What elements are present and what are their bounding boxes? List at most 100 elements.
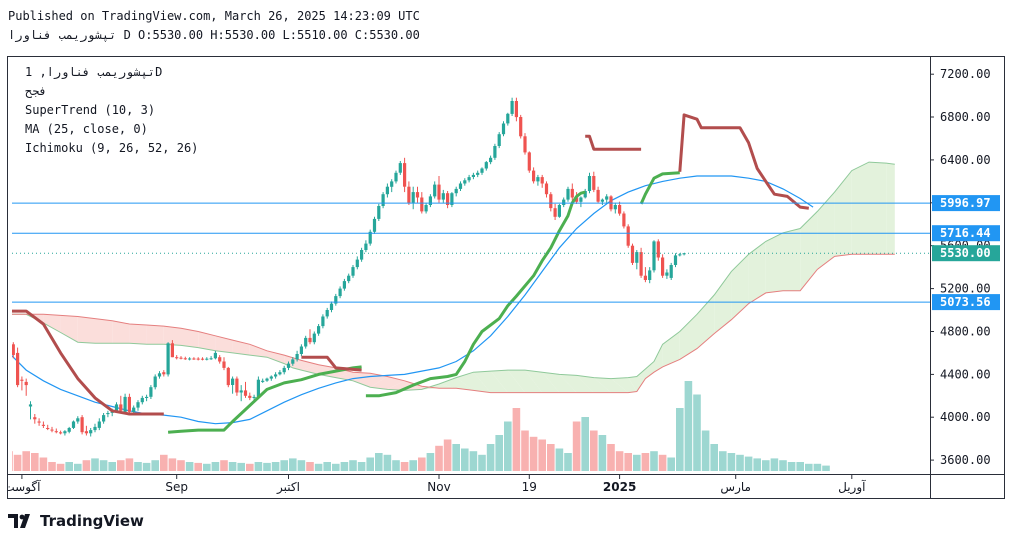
candle-body (553, 208, 557, 217)
volume-bar (787, 462, 796, 471)
ichimoku-cloud-segment (697, 295, 715, 349)
chart-frame[interactable]: 3600.004000.004400.004800.005200.005600.… (7, 56, 1005, 499)
candle-body (67, 428, 71, 432)
candle-body (334, 296, 338, 304)
volume-bar (125, 458, 134, 471)
ichimoku-cloud-segment (456, 372, 491, 393)
supertrend-up-line (167, 365, 362, 434)
candle-body (527, 152, 531, 171)
plot-area (12, 97, 895, 471)
tradingview-logo[interactable]: TradingView (8, 512, 144, 530)
candle-body (145, 396, 149, 398)
volume-bar (323, 462, 331, 471)
volume-bar (469, 451, 478, 471)
ichimoku-span-a (12, 161, 895, 391)
volume-bar (615, 451, 624, 471)
candle-body (536, 177, 540, 182)
volume-bar (349, 460, 357, 471)
candle-body (93, 426, 97, 431)
volume-bar (39, 457, 48, 471)
ichimoku-cloud-segment (387, 380, 422, 391)
candle-body (600, 199, 604, 202)
volume-bar (641, 453, 650, 471)
volume-bar (332, 463, 340, 471)
price-chart[interactable]: 3600.004000.004400.004800.005200.005600.… (8, 57, 1004, 498)
candle-body (140, 397, 144, 403)
ichimoku-cloud-segment (783, 228, 801, 291)
ichimoku-cloud-segment (525, 370, 560, 393)
candle-body (136, 402, 140, 408)
candle-body (106, 413, 110, 415)
candle-body (441, 193, 445, 200)
candle-body (153, 376, 157, 388)
candle-body (532, 170, 536, 182)
volume-bar (108, 462, 116, 471)
candle-body (308, 337, 312, 343)
volume-bar (117, 460, 125, 471)
candle-body (480, 168, 484, 173)
y-tick-label: 4000.00 (940, 410, 991, 424)
candle-body (669, 265, 673, 278)
volume-bar (246, 463, 254, 471)
candle-body (166, 343, 170, 375)
ichimoku-cloud-segment (370, 376, 405, 390)
ichimoku-cloud-segment (765, 232, 783, 293)
candle-body (338, 288, 342, 297)
candle-body (390, 181, 394, 187)
candle-body (200, 358, 205, 360)
volume-bar (572, 421, 581, 471)
volume-bar (813, 463, 822, 471)
volume-bar (31, 453, 39, 471)
candle-body (28, 404, 33, 407)
volume-bar (48, 462, 56, 471)
candle-body (265, 378, 269, 381)
volume-bar (693, 394, 701, 471)
candle-body (312, 333, 316, 343)
y-tick-label: 4400.00 (940, 367, 991, 381)
candle-body (282, 367, 286, 373)
volume-bar (99, 460, 108, 471)
candle-body (450, 193, 454, 205)
candle-body (205, 358, 209, 360)
legend-ichimoku[interactable]: Ichimoku (9, 26, 52, 26) (25, 141, 199, 155)
volume-bar (736, 454, 744, 471)
price-level-label: 5073.56 (940, 295, 991, 309)
candle-body (162, 372, 166, 375)
volume-bar (160, 454, 168, 471)
candle-body (643, 275, 647, 280)
volume-bar (753, 458, 761, 471)
symbol-ohlc-line: تپشوریمب فناورا D O:5530.00 H:5530.00 L:… (8, 28, 420, 42)
volume-bar (65, 462, 73, 471)
candle-body (16, 352, 20, 386)
candle-body (514, 101, 518, 118)
volume-bar (710, 444, 718, 471)
legend-ma[interactable]: MA (25, close, 0) (25, 122, 148, 136)
ichimoku-cloud-segment (542, 372, 577, 393)
candle-body (132, 407, 136, 412)
legend-supertrend[interactable]: SuperTrend (10, 3) (25, 103, 156, 117)
price-level-label-bg (932, 195, 1000, 212)
volume-bar (409, 460, 417, 471)
ichimoku-cloud-segment (834, 170, 852, 257)
candle-body (446, 193, 450, 205)
volume-bar (555, 448, 564, 471)
ichimoku-cloud-segment (439, 377, 474, 391)
volume-bar (486, 444, 495, 471)
volume-bar (392, 460, 400, 471)
candle-body (347, 275, 351, 282)
volume-bar (151, 460, 159, 471)
candle-body (570, 188, 574, 198)
y-tick-label: 6400.00 (940, 153, 991, 167)
supertrend-down-line (301, 355, 362, 372)
candle-body (377, 206, 381, 219)
ichimoku-cloud-segment (112, 320, 130, 344)
ichimoku-cloud-segment (679, 314, 697, 360)
ichimoku-cloud-segment (593, 377, 629, 393)
candle-body (476, 172, 480, 175)
candle-body (183, 358, 187, 360)
candle-body (12, 344, 15, 355)
volume-bar (607, 444, 615, 471)
x-tick-label: Nov (427, 480, 450, 494)
volume-bar (134, 462, 142, 471)
volume-bar (529, 436, 538, 471)
